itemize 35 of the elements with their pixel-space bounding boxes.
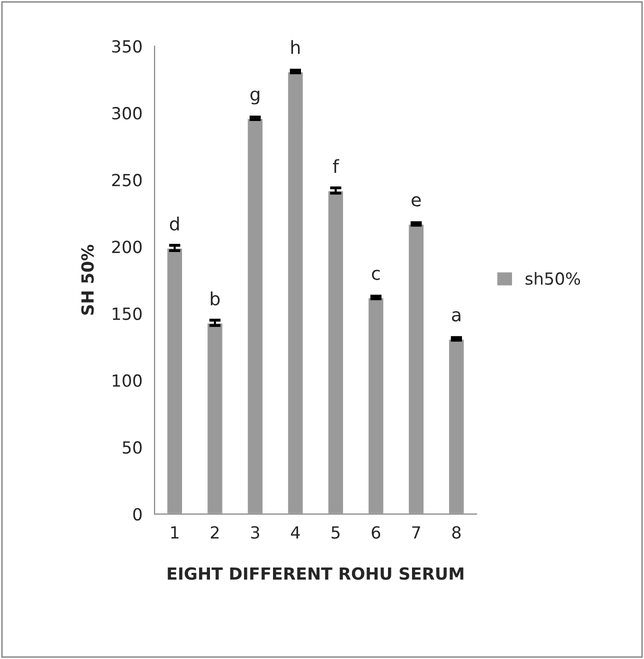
y-tick-label: 300 [112,106,142,120]
annotation: g [250,90,260,104]
x-tick-label: 1 [171,526,178,538]
bar [326,190,344,514]
bar [206,322,224,514]
y-axis-title: SH 50% [81,244,94,315]
annotation: f [332,159,340,173]
annotation: b [210,291,220,306]
x-tick-label: 7 [412,526,420,538]
y-tick-label: 50 [122,441,142,454]
x-axis-title: EIGHT DIFFERENT ROHU SERUM [168,567,464,580]
bar [286,70,304,514]
bar [448,338,466,514]
annotation: h [291,40,300,54]
y-tick-label: 100 [112,374,142,387]
y-tick-label: 150 [112,307,142,320]
y-tick-label: 0 [133,508,142,521]
annotation: a [452,311,460,322]
annotation: c [372,270,380,280]
bar [407,223,425,514]
bar [166,247,184,514]
bar [246,118,264,514]
x-tick-label: 4 [290,526,300,538]
x-tick-label: 5 [332,526,340,539]
annotation: e [412,196,421,207]
legend-label: sh50% [526,272,580,285]
bar [367,296,385,514]
x-tick-label: 8 [452,526,461,539]
x-tick-label: 6 [372,526,380,539]
y-tick-label: 250 [112,174,142,186]
y-tick-label: 200 [112,240,142,254]
y-tick-label: 350 [112,40,142,53]
x-tick-label: 2 [210,526,219,538]
x-tick-label: 3 [251,526,260,539]
annotation: d [170,216,179,231]
